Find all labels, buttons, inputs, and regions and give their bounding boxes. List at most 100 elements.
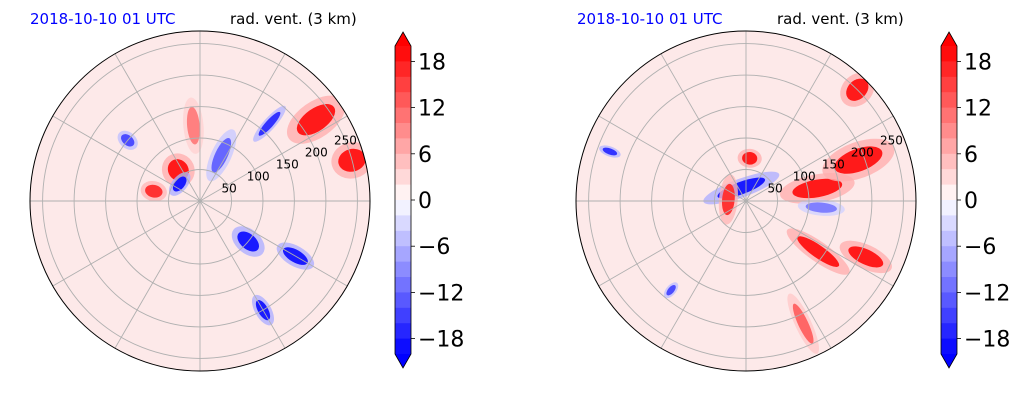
radial-tick-label-200: 200: [851, 145, 874, 159]
grid-spoke-300: [199, 200, 286, 349]
polar-panel-right: 2018-10-10 01 UTC rad. vent. (3 km) 50 10…: [575, 10, 917, 372]
grid-spoke-60: [199, 53, 286, 202]
colorbar-tick-label-1: 12: [418, 97, 446, 122]
grid-spoke-330: [199, 200, 348, 287]
grid-spoke-120: [114, 53, 201, 202]
radial-tick-label-150: 150: [276, 157, 299, 171]
colorbar-level-11: [395, 215, 411, 232]
radial-labels-right: 50 100 150 200 250: [767, 133, 902, 195]
grid-spoke-240: [114, 200, 201, 349]
colorbar-level-5: [941, 123, 957, 139]
field-pos-feature-2: [140, 180, 167, 202]
colorbar-level-6: [395, 138, 411, 155]
colorbar-level-2: [941, 76, 957, 93]
field-pos-core-10: [186, 106, 200, 145]
colorbar-level-0: [941, 46, 957, 62]
field-neg-feature-11: [663, 282, 679, 299]
colorbar-level-14: [395, 261, 411, 278]
polar-frame-left: [29, 30, 371, 372]
colorbar-level-13: [395, 246, 411, 263]
colorbar-outline: [394, 31, 412, 369]
colorbar-level-13: [941, 246, 957, 263]
radial-tick-label-150: 150: [822, 157, 845, 171]
colorbar-level-16: [395, 292, 411, 309]
grid-spoke-210: [598, 200, 747, 287]
colorbar-tick-label-4: −6: [964, 235, 996, 260]
colorbar-level-15: [941, 277, 957, 293]
field-pos-core-2: [145, 184, 163, 198]
colorbar-tick-label-3: 0: [418, 189, 432, 214]
colorbar-level-6: [941, 138, 957, 155]
colorbar-right: 18 12 6 0 −6 −12 −18: [940, 31, 1010, 369]
colorbar-level-18: [941, 323, 957, 340]
colorbar-level-19: [395, 338, 411, 355]
field-pos-feature-5: [786, 228, 850, 275]
polar-grid-right: [576, 31, 916, 371]
colorbar-level-8: [941, 169, 957, 186]
colorbar-outline: [940, 31, 958, 369]
grid-spoke-330: [745, 200, 894, 287]
field-pos-core-3: [296, 104, 336, 136]
colorbar-level-19: [941, 338, 957, 355]
colorbar-level-4: [395, 107, 411, 124]
colorbar-level-7: [395, 153, 411, 170]
colorbar-tick-label-0: 18: [418, 50, 446, 75]
panel-title-right: rad. vent. (3 km): [777, 10, 904, 28]
radial-tick-label-250: 250: [334, 133, 357, 147]
field-neg-feature-9: [797, 199, 845, 216]
grid-spoke-240: [660, 200, 747, 349]
colorbar-level-3: [395, 92, 411, 109]
date-label-left: 2018-10-10 01 UTC: [30, 10, 176, 28]
grid-spoke-150: [52, 115, 201, 202]
colorbar-level-8: [395, 169, 411, 186]
colorbar-tick-label-3: 0: [964, 189, 978, 214]
colorbar-level-4: [941, 107, 957, 124]
colorbar-level-5: [395, 123, 411, 139]
colorbar-extend-max: [395, 32, 411, 46]
radial-tick-label-200: 200: [305, 145, 328, 159]
field-neg-feature-6: [206, 129, 237, 182]
colorbar-tick-label-6: −18: [964, 328, 1010, 353]
grid-spoke-60: [745, 53, 832, 202]
colorbar-tick-label-1: 12: [964, 97, 992, 122]
field-neg-core-9: [805, 202, 837, 213]
field-pos-feature-2: [718, 174, 739, 225]
field-pos-core-4: [834, 146, 883, 174]
date-label-right: 2018-10-10 01 UTC: [577, 10, 723, 28]
colorbar-level-12: [395, 230, 411, 247]
radial-tick-label-50: 50: [767, 182, 782, 196]
colorbar-level-0: [395, 46, 411, 62]
polar-grid-left: [30, 31, 370, 371]
panel-title-left: rad. vent. (3 km): [230, 10, 357, 28]
colorbar-level-2: [395, 76, 411, 93]
field-neg-feature-10: [599, 145, 621, 158]
colorbar-level-15: [395, 277, 411, 293]
colorbar-level-1: [395, 61, 411, 78]
grid-spoke-30: [199, 115, 348, 202]
polar-panel-left: 2018-10-10 01 UTC rad. vent. (3 km) 50 10…: [29, 10, 371, 372]
grid-spoke-120: [660, 53, 747, 202]
colorbar-tick-label-6: −18: [418, 328, 464, 353]
field-neg-feature-5: [253, 105, 286, 142]
colorbar-level-1: [941, 61, 957, 78]
colorbar-tick-label-5: −12: [964, 281, 1010, 306]
field-neg-core-5: [258, 111, 281, 136]
radial-tick-label-50: 50: [221, 182, 236, 196]
field-pos-core-2: [721, 183, 735, 216]
colorbar-tick-label-2: 6: [964, 143, 978, 168]
field-pos-feature-6: [839, 240, 892, 274]
colorbar-tick-label-5: −12: [418, 281, 464, 306]
field-pos-core-3: [792, 178, 843, 199]
radial-tick-label-100: 100: [247, 169, 270, 183]
field-neg-core-10: [602, 147, 618, 156]
colorbar-extend-max: [941, 32, 957, 46]
colorbar-extend-min: [941, 354, 957, 368]
colorbar-level-17: [395, 307, 411, 324]
colorbar-level-17: [941, 307, 957, 324]
grid-spoke-150: [598, 115, 747, 202]
colorbar-level-10: [395, 200, 411, 216]
field-pos-feature-10: [183, 97, 204, 154]
grid-spoke-300: [745, 200, 832, 349]
radial-tick-label-100: 100: [793, 169, 816, 183]
